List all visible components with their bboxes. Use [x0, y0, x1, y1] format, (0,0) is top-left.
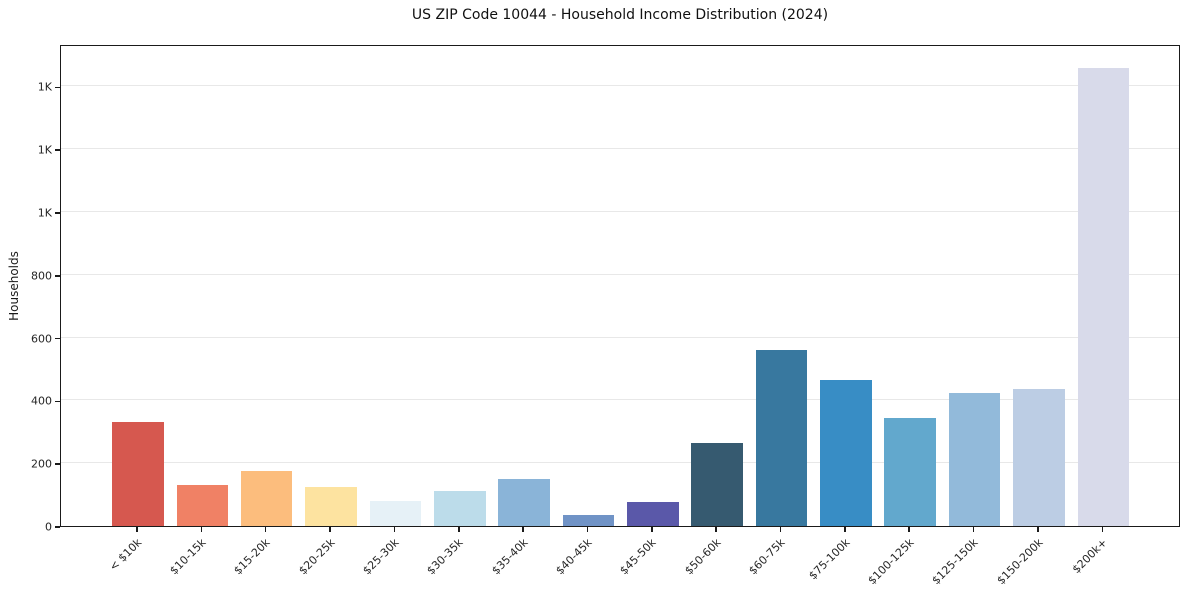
gridline	[61, 336, 1179, 338]
bar	[1077, 67, 1129, 526]
x-tick-label: $60-75k	[746, 536, 788, 578]
x-tick-mark	[908, 527, 910, 532]
bar	[884, 417, 936, 526]
y-tick-label: 1K	[37, 80, 52, 94]
x-tick-mark	[586, 527, 589, 532]
y-tick-label: 1K	[37, 206, 52, 220]
x-tick-mark	[458, 527, 460, 532]
x-tick-mark	[1101, 527, 1103, 532]
gridline	[61, 462, 1179, 464]
x-tick-label: $10-15k	[167, 536, 209, 578]
x-tick-label: $50-60k	[682, 536, 724, 578]
x-tick-mark	[844, 527, 846, 532]
x-tick-label: $40-45k	[553, 536, 595, 578]
y-tick-mark	[55, 86, 60, 89]
bar	[755, 350, 808, 526]
x-tick-label: < $10k	[106, 536, 145, 574]
gridline	[61, 211, 1179, 212]
x-tick-label: $25-30k	[360, 536, 402, 578]
x-tick-label: $35-40k	[489, 536, 531, 578]
gridline	[61, 85, 1179, 87]
x-tick-mark	[779, 527, 782, 532]
gridline	[61, 148, 1179, 150]
bar	[820, 380, 872, 526]
x-tick-mark	[136, 527, 138, 532]
plot-area	[60, 45, 1180, 527]
bar	[369, 500, 422, 526]
chart-title: US ZIP Code 10044 - Household Income Dis…	[411, 7, 829, 23]
y-tick-label: 600	[31, 332, 52, 346]
x-tick-mark	[1037, 527, 1039, 532]
x-tick-label: $100-125k	[865, 536, 917, 588]
x-tick-mark	[393, 527, 396, 532]
y-tick-label: 400	[31, 394, 52, 408]
x-tick-mark	[264, 527, 267, 532]
bar	[176, 485, 229, 526]
y-tick-mark	[55, 526, 60, 528]
x-tick-label: $200k+	[1069, 536, 1110, 577]
x-tick-label: $150-200k	[993, 536, 1046, 588]
x-tick-label: $75-100k	[805, 536, 853, 583]
x-tick-mark	[200, 527, 203, 532]
y-tick-mark	[55, 337, 60, 340]
bar	[562, 515, 615, 526]
x-tick-mark	[972, 527, 975, 532]
y-tick-label: 800	[31, 269, 52, 283]
x-tick-label: $15-20k	[231, 536, 273, 578]
bar	[240, 471, 293, 526]
bar	[112, 422, 164, 526]
x-tick-label: $125-150k	[929, 536, 981, 588]
bar	[498, 478, 550, 526]
bar	[691, 442, 743, 526]
x-tick-mark	[651, 527, 653, 532]
x-tick-mark	[522, 527, 524, 532]
y-tick-mark	[55, 463, 60, 465]
y-tick-label: 0	[45, 520, 52, 534]
y-tick-mark	[55, 212, 60, 214]
x-tick-mark	[715, 527, 717, 532]
bar	[305, 486, 357, 526]
bar	[434, 491, 486, 526]
gridline	[61, 399, 1179, 401]
bar	[1013, 389, 1065, 526]
y-axis-label: Households	[7, 251, 21, 321]
y-tick-label: 200	[31, 457, 52, 471]
x-tick-mark	[329, 527, 331, 532]
bar	[948, 392, 1001, 526]
x-tick-label: $30-35k	[424, 536, 466, 578]
y-tick-mark	[55, 149, 60, 151]
x-tick-label: $20-25k	[295, 536, 338, 578]
bar	[627, 502, 679, 526]
gridline	[61, 273, 1179, 275]
x-tick-label: $45-50k	[617, 536, 660, 578]
y-tick-mark	[55, 275, 60, 277]
y-tick-mark	[55, 400, 60, 403]
y-tick-label: 1K	[37, 143, 52, 157]
